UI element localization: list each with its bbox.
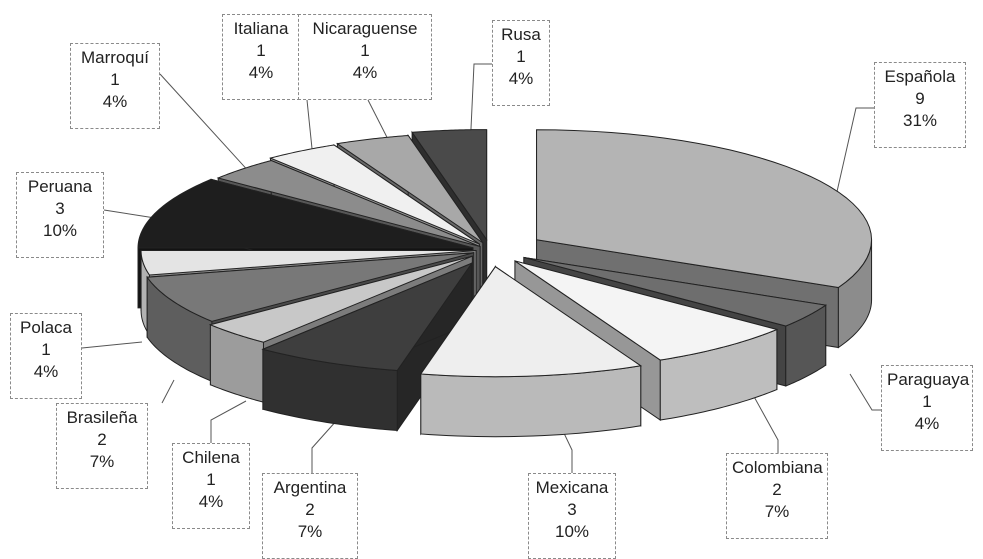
slice-label-marroquí: Marroquí 1 4% (70, 43, 160, 129)
slice-label: Paraguaya (887, 370, 970, 389)
slice-value: 2 (97, 430, 107, 449)
slice-value: 1 (360, 41, 370, 60)
slice-label: Rusa (501, 25, 541, 44)
slice-percent: 4% (914, 414, 940, 433)
slice-label: Polaca (20, 318, 72, 337)
slice-percent: 4% (33, 362, 59, 381)
leader-line (161, 379, 175, 404)
slice-percent: 7% (89, 452, 115, 471)
leader-line (103, 209, 156, 219)
slice-percent: 4% (248, 63, 274, 82)
leader-line (159, 73, 263, 187)
slice-label: Marroquí (80, 48, 150, 67)
leader-line (469, 63, 492, 151)
slice-label: Italiana (233, 19, 289, 38)
slice-label: Chilena (182, 448, 240, 467)
slice-percent: 10% (42, 221, 78, 240)
slice-value: 2 (305, 500, 315, 519)
leader-line (81, 341, 143, 349)
slice-percent: 4% (102, 92, 128, 111)
slice-label-peruana: Peruana 3 10% (16, 172, 104, 258)
slice-label-chilena: Chilena 1 4% (172, 443, 250, 529)
slice-value: 1 (256, 41, 266, 60)
slice-label-italiana: Italiana 1 4% (222, 14, 300, 100)
leader-line (751, 392, 779, 453)
slice-label-brasileña: Brasileña 2 7% (56, 403, 148, 489)
slice-label-española: Española 9 31% (874, 62, 966, 148)
slice-label-colombiana: Colombiana 2 7% (726, 453, 828, 539)
slice-percent: 31% (902, 111, 938, 130)
slice-value: 3 (55, 199, 65, 218)
slice-label: Peruana (27, 177, 93, 196)
slice-label-mexicana: Mexicana 3 10% (528, 473, 616, 559)
slice-percent: 7% (297, 522, 323, 541)
slice-percent: 4% (352, 63, 378, 82)
slice-percent: 10% (554, 522, 590, 541)
slice-label: Brasileña (66, 408, 138, 427)
leader-line (835, 107, 874, 197)
slice-value: 1 (110, 70, 120, 89)
slice-percent: 4% (508, 69, 534, 88)
leader-line (849, 373, 881, 411)
slice-value: 1 (206, 470, 216, 489)
slice-value: 1 (41, 340, 51, 359)
slice-label-argentina: Argentina 2 7% (262, 473, 358, 559)
slice-value: 3 (567, 500, 577, 519)
slice-percent: 7% (764, 502, 790, 521)
slice-label-rusa: Rusa 1 4% (492, 20, 550, 106)
slice-value: 2 (772, 480, 782, 499)
slice-label-polaca: Polaca 1 4% (10, 313, 82, 399)
slice-label: Mexicana (535, 478, 609, 497)
slice-value: 1 (922, 392, 932, 411)
slice-percent: 4% (198, 492, 224, 511)
slice-label-nicaraguense: Nicaraguense 1 4% (298, 14, 432, 100)
slice-label-paraguaya: Paraguaya 1 4% (881, 365, 973, 451)
slice-label: Colombiana (732, 458, 823, 477)
slice-label: Española (884, 67, 956, 86)
slice-label: Nicaraguense (312, 19, 418, 38)
pie-slice-argentina (261, 261, 474, 433)
pie-slice-mexicana (419, 265, 643, 438)
leader-line (210, 400, 247, 443)
slice-value: 9 (915, 89, 925, 108)
slice-value: 1 (516, 47, 526, 66)
slice-label: Argentina (273, 478, 347, 497)
